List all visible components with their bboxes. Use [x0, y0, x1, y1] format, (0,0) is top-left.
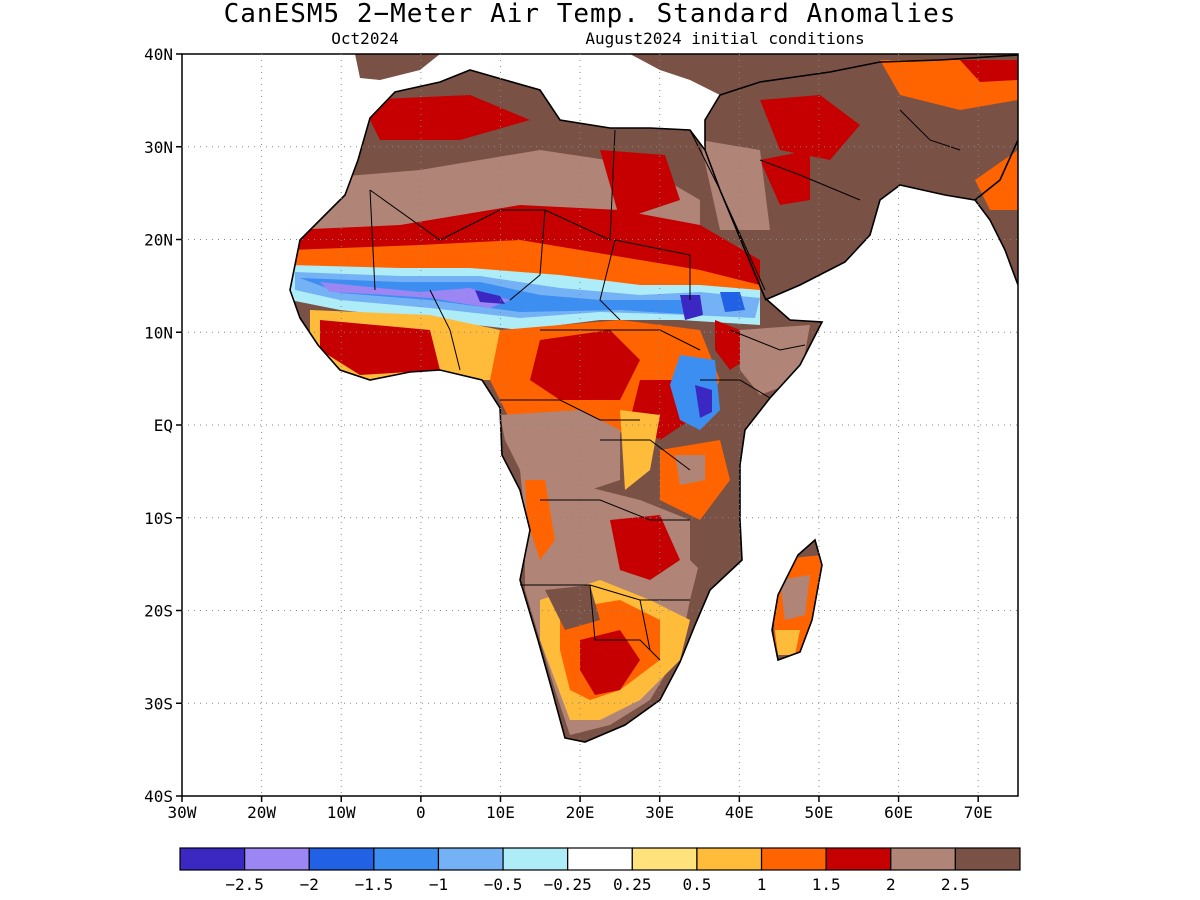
colorbar-label: −0.25: [544, 875, 592, 894]
anomaly-shading: [289, 54, 1018, 743]
colorbar: −2.5 −2 −1.5 −1 −0.5 −0.25 0.25 0.5 1 1.5 2 2.5: [179, 847, 1021, 894]
colorbar-label: −2: [300, 875, 319, 894]
initial-conditions-label: August2024 initial conditions: [585, 29, 864, 48]
country-borders: [369, 109, 961, 661]
colorbar-label: −0.5: [484, 875, 523, 894]
lon-tick-label: 70E: [964, 803, 993, 822]
colorbar-swatch: [244, 847, 310, 871]
lon-tick-label: 30W: [168, 803, 197, 822]
lon-tick-label: 10E: [486, 803, 515, 822]
colorbar-swatch: [890, 847, 956, 871]
lat-tick-label: EQ: [154, 416, 173, 435]
coastlines: [289, 54, 1018, 743]
colorbar-label: 0.5: [682, 875, 711, 894]
colorbar-swatch: [567, 847, 633, 871]
colorbar-swatch: [954, 847, 1021, 871]
lat-tick-label: 20S: [144, 602, 173, 621]
colorbar-label: 2: [886, 875, 896, 894]
lon-tick-label: 30E: [645, 803, 674, 822]
lat-lon-grid: [182, 54, 1018, 796]
colorbar-label: 1.5: [812, 875, 841, 894]
colorbar-label: −2.5: [225, 875, 264, 894]
colorbar-label: 0.25: [613, 875, 652, 894]
colorbar-swatch: [179, 847, 246, 871]
colorbar-swatch: [760, 847, 827, 871]
lon-tick-label: 20E: [566, 803, 595, 822]
forecast-month: Oct2024: [331, 29, 398, 48]
lon-tick-label: 60E: [884, 803, 913, 822]
map-title: CanESM5 2−Meter Air Temp. Standard Anoma…: [224, 0, 957, 29]
colorbar-label: −1: [429, 875, 448, 894]
colorbar-swatch: [308, 847, 375, 871]
lon-tick-label: 50E: [804, 803, 833, 822]
lat-tick-label: 10S: [144, 509, 173, 528]
lon-tick-label: 40E: [725, 803, 754, 822]
lat-tick-label: 30S: [144, 694, 173, 713]
lon-tick-label: 10W: [327, 803, 356, 822]
lat-tick-label: 30N: [144, 138, 173, 157]
colorbar-swatch: [437, 847, 504, 871]
colorbar-swatch: [631, 847, 698, 871]
lon-tick-label: 20W: [247, 803, 276, 822]
colorbar-swatch: [373, 847, 440, 871]
colorbar-swatch: [825, 847, 892, 871]
lat-tick-label: 20N: [144, 231, 173, 250]
lat-tick-label: 40S: [144, 787, 173, 806]
lat-tick-label: 10N: [144, 323, 173, 342]
lat-tick-label: 40N: [144, 45, 173, 64]
colorbar-swatch: [696, 847, 763, 871]
colorbar-label: 2.5: [941, 875, 970, 894]
colorbar-label: −1.5: [355, 875, 394, 894]
colorbar-label: 1: [757, 875, 767, 894]
colorbar-swatch: [502, 847, 569, 871]
lon-tick-label: 0: [416, 803, 426, 822]
